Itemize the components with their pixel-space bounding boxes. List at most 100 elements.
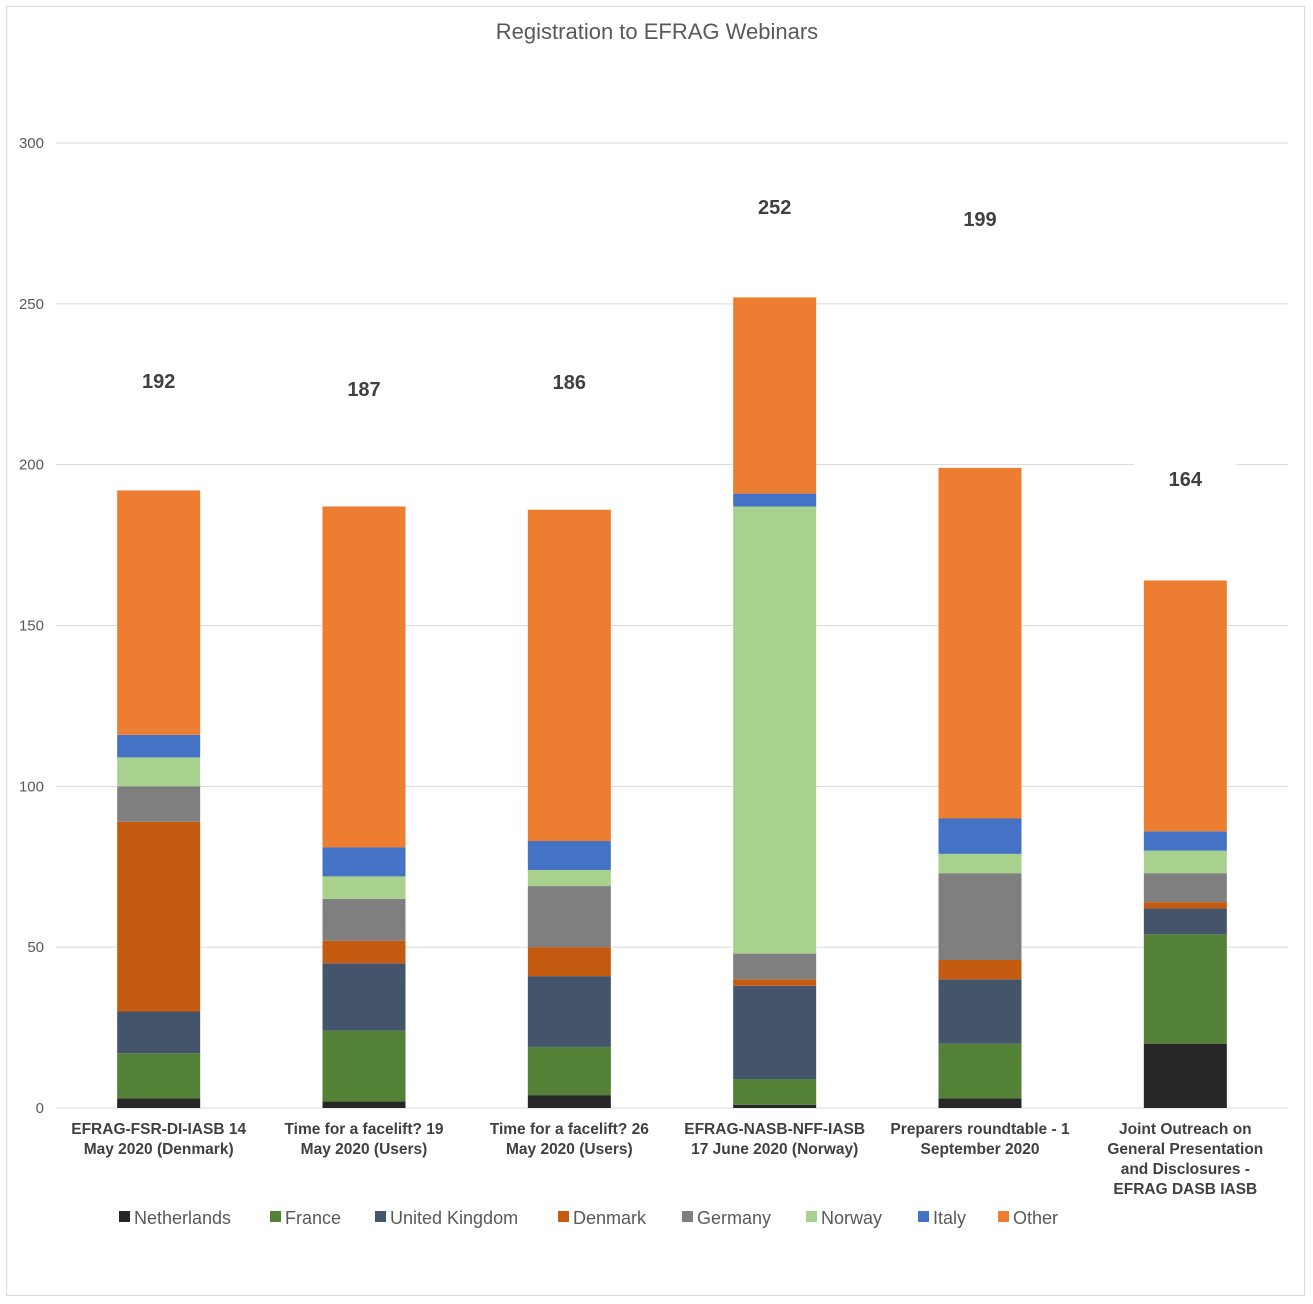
y-tick-label: 300: [19, 135, 44, 152]
bar-segment-france: [938, 1043, 1022, 1099]
bar-segment-united-kingdom: [117, 1011, 201, 1054]
bar-segment-denmark: [527, 947, 611, 977]
bar-segment-france: [117, 1053, 201, 1099]
y-tick-label: 100: [19, 778, 44, 795]
bar-segment-italy: [527, 841, 611, 870]
bar-segment-united-kingdom: [1143, 908, 1227, 935]
legend-item-denmark: Denmark: [558, 1208, 647, 1228]
x-category-label: 17 June 2020 (Norway): [691, 1141, 858, 1158]
bar-segment-netherlands: [1143, 1043, 1227, 1108]
bar-segment-italy: [322, 847, 406, 877]
bar-segment-other: [527, 509, 611, 842]
legend-label: Netherlands: [134, 1208, 231, 1228]
total-labels: 192 187 186 252 199 164: [142, 197, 1237, 496]
x-category-label: Joint Outreach on: [1119, 1121, 1252, 1138]
x-category-label: and Disclosures -: [1121, 1161, 1250, 1178]
bar-segment-united-kingdom: [733, 985, 817, 1080]
legend-label: Norway: [821, 1208, 882, 1228]
bar-segment-netherlands: [938, 1098, 1022, 1108]
x-category-label: May 2020 (Users): [506, 1141, 633, 1158]
total-label: 187: [347, 379, 380, 401]
legend-label: Other: [1013, 1208, 1058, 1228]
legend-item-germany: Germany: [682, 1208, 771, 1228]
legend-swatch: [806, 1211, 817, 1222]
x-category-label: September 2020: [921, 1141, 1040, 1158]
x-category-label: May 2020 (Denmark): [84, 1141, 234, 1158]
chart-frame: [6, 6, 1305, 1296]
bar-segment-other: [1143, 580, 1227, 832]
legend-item-france: France: [270, 1208, 341, 1228]
bar-segment-norway: [733, 506, 817, 954]
total-label: 186: [553, 372, 586, 394]
x-category-label: EFRAG DASB IASB: [1113, 1181, 1257, 1198]
bar-segment-other: [322, 506, 406, 848]
legend-swatch: [270, 1211, 281, 1222]
bar-segment-germany: [117, 786, 201, 822]
y-tick-label: 50: [27, 939, 44, 956]
chart-title: Registration to EFRAG Webinars: [496, 19, 818, 44]
bar-segment-united-kingdom: [527, 976, 611, 1047]
legend-swatch: [682, 1211, 693, 1222]
bar-segment-italy: [938, 818, 1022, 854]
bar-segment-denmark: [322, 940, 406, 964]
legend-item-netherlands: Netherlands: [119, 1208, 231, 1228]
total-label: 192: [142, 371, 175, 393]
legend: Netherlands France United Kingdom Denmark Ge…: [119, 1208, 1058, 1228]
y-axis-ticks: 0 50 100 150 200 250 300: [19, 135, 44, 1117]
bars: [117, 297, 1227, 1108]
legend-label: United Kingdom: [390, 1208, 518, 1228]
y-tick-label: 200: [19, 457, 44, 474]
legend-swatch: [998, 1211, 1009, 1222]
bar-segment-france: [1143, 934, 1227, 1044]
bar-segment-norway: [527, 869, 611, 887]
bar-segment-other: [117, 490, 201, 735]
bar-segment-italy: [1143, 831, 1227, 851]
bar-segment-germany: [938, 873, 1022, 961]
bar-segment-france: [527, 1046, 611, 1096]
x-category-label: EFRAG-FSR-DI-IASB 14: [71, 1121, 246, 1138]
legend-label: France: [285, 1208, 341, 1228]
total-label: 164: [1169, 469, 1203, 491]
x-category-label: Time for a facelift? 19: [284, 1121, 443, 1138]
legend-swatch: [375, 1211, 386, 1222]
bar-segment-france: [322, 1030, 406, 1102]
bar-segment-other: [938, 467, 1022, 819]
bar-segment-norway: [322, 876, 406, 899]
bar-segment-norway: [117, 757, 201, 787]
bar-segment-france: [733, 1079, 817, 1105]
legend-label: Italy: [933, 1208, 966, 1228]
bar-segment-denmark: [1143, 902, 1227, 909]
x-category-label: EFRAG-NASB-NFF-IASB: [684, 1121, 865, 1138]
bar-segment-netherlands: [117, 1098, 201, 1108]
x-category-label: May 2020 (Users): [301, 1141, 428, 1158]
legend-item-other: Other: [998, 1208, 1058, 1228]
total-label: 252: [758, 197, 791, 219]
gridlines: [56, 142, 1288, 1109]
x-category-label: Time for a facelift? 26: [490, 1121, 649, 1138]
bar-segment-norway: [938, 853, 1022, 874]
bar-segment-netherlands: [527, 1095, 611, 1108]
legend-swatch: [558, 1211, 569, 1222]
x-category-label: General Presentation: [1107, 1141, 1263, 1158]
legend-swatch: [119, 1211, 130, 1222]
bar-segment-other: [733, 297, 817, 494]
bar-segment-netherlands: [733, 1104, 817, 1108]
bar-segment-denmark: [733, 979, 817, 986]
total-label: 199: [963, 209, 996, 231]
x-axis-category-labels: EFRAG-FSR-DI-IASB 14 May 2020 (Denmark) Ti…: [71, 1121, 1263, 1198]
bar-segment-italy: [117, 734, 201, 758]
bar-segment-denmark: [117, 821, 201, 1012]
legend-item-italy: Italy: [918, 1208, 966, 1228]
bar-segment-germany: [733, 953, 817, 980]
bar-segment-united-kingdom: [938, 979, 1022, 1044]
legend-item-united-kingdom: United Kingdom: [375, 1208, 518, 1228]
bar-segment-germany: [1143, 873, 1227, 903]
legend-item-norway: Norway: [806, 1208, 882, 1228]
y-tick-label: 250: [19, 296, 44, 313]
bar-segment-united-kingdom: [322, 963, 406, 1031]
bar-segment-germany: [322, 898, 406, 941]
bar-segment-italy: [733, 493, 817, 507]
bar-segment-norway: [1143, 850, 1227, 874]
legend-label: Germany: [697, 1208, 771, 1228]
